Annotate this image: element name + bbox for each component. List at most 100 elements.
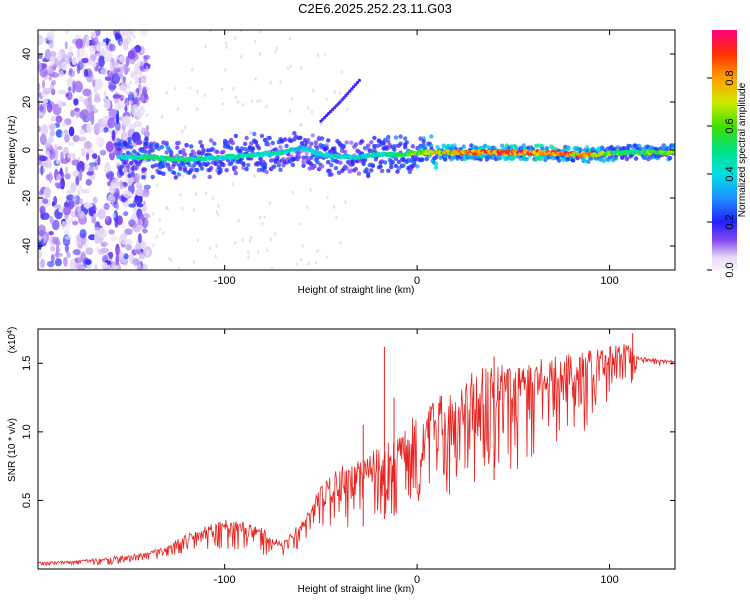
spectrum-halo <box>349 140 354 145</box>
spectrum-speckle <box>136 60 145 67</box>
spectrum-speckle <box>114 101 120 112</box>
spectrum-speckle <box>91 215 96 224</box>
spectrum-speckle <box>104 76 112 81</box>
spectrum-speckle <box>261 221 264 226</box>
spectrum-halo <box>262 165 268 170</box>
spectrum-halo <box>359 139 365 144</box>
spectrum-halo <box>312 164 317 169</box>
spectrum-speckle <box>138 121 143 128</box>
spectrum-speckle <box>307 261 310 266</box>
spectrum-speckle <box>77 48 86 57</box>
spectrum-speckle <box>86 171 94 176</box>
spectrum-halo <box>540 146 545 152</box>
spectrum-halo <box>182 152 188 157</box>
spectrum-halo <box>556 158 562 163</box>
spectrum-streak <box>330 108 334 112</box>
spectrum-speckle <box>56 173 62 181</box>
spectrum-halo <box>309 155 314 160</box>
spectrum-speckle <box>97 248 106 256</box>
spectrum-speckle <box>108 229 115 235</box>
spectrum-speckle <box>46 103 53 113</box>
spectrum-speckle <box>54 148 59 161</box>
colorbar-label: Normalized spectral amplitude <box>737 82 748 217</box>
spectrum-speckle <box>68 57 73 65</box>
snr-frame <box>37 328 676 570</box>
spectrum-speckle <box>140 45 146 54</box>
spectrum-speckle <box>113 67 118 74</box>
spectrum-speckle <box>76 185 83 192</box>
spectrum-halo <box>209 165 214 171</box>
spectrum-speckle <box>155 183 159 188</box>
spectrum-speckle <box>249 235 252 240</box>
spectrum-speckle <box>85 178 93 186</box>
colorbar: 0.0 0.2 0.4 0.6 0.8 Normalized spectral ampl… <box>707 30 748 278</box>
spectrum-speckle <box>58 70 64 77</box>
spectrum-speckle <box>77 264 86 270</box>
spectrum-speckle <box>62 220 71 225</box>
spectrum-speckle <box>84 259 92 265</box>
snr-y-multiplier: (x104) <box>7 327 19 354</box>
spectrum-speckle <box>125 244 132 251</box>
spectrum-speckle <box>122 63 128 72</box>
spectrum-halo <box>149 144 154 149</box>
spectrum-speckle <box>51 30 55 35</box>
spectrum-speckle <box>128 203 137 208</box>
spectrum-speckle <box>50 115 56 122</box>
spectrum-speckle <box>95 80 104 88</box>
spectrum-speckle <box>286 66 290 71</box>
spectrum-speckle <box>132 224 142 233</box>
spectrum-speckle <box>72 220 79 226</box>
spectrum-halo <box>212 141 217 146</box>
spectrum-halo <box>128 161 134 166</box>
spectrum-halo <box>199 166 205 171</box>
spectrum-halo <box>196 151 202 156</box>
spectrum-speckle <box>299 258 303 262</box>
spectrum-halo <box>389 164 394 170</box>
spectrum-speckle <box>48 76 52 81</box>
spectrum-halo <box>332 146 337 151</box>
spectrum-speckle <box>68 199 75 210</box>
spectrum-halo <box>379 168 385 174</box>
spectrum-speckle <box>78 96 85 102</box>
spectrum-speckle <box>48 38 54 49</box>
spectrum-halo <box>233 171 238 176</box>
spectrum-speckle <box>138 82 142 92</box>
spectrogram-y-axis: -40 -20 0 20 40 <box>21 48 675 254</box>
spectrum-speckle <box>291 190 294 195</box>
spectrum-ridge <box>671 150 675 154</box>
spectrum-speckle <box>138 251 146 260</box>
spectrum-speckle <box>53 195 58 206</box>
spectrogram-panel: -100 0 100 -40 -20 0 20 40 Height of straight … <box>7 29 676 296</box>
spectrum-speckle <box>312 88 315 93</box>
spectrum-speckle <box>307 106 310 110</box>
spectrum-streak <box>357 78 361 82</box>
spectrum-speckle <box>325 97 328 102</box>
spectrum-speckle <box>120 125 123 130</box>
spectrum-speckle <box>299 123 303 127</box>
spectrum-halo <box>210 146 215 152</box>
spectrum-speckle <box>127 176 133 186</box>
spectrum-halo <box>132 149 137 154</box>
spectrum-speckle <box>189 86 192 90</box>
spectrum-speckle <box>254 77 257 81</box>
spectrum-halo <box>290 162 295 167</box>
spectrum-speckle <box>50 245 56 252</box>
spectrum-speckle <box>115 254 120 266</box>
spectrum-halo <box>272 164 277 169</box>
spectrum-speckle <box>98 227 106 238</box>
spectrum-speckle <box>339 91 342 96</box>
spectrum-speckle <box>71 159 80 166</box>
spectrum-speckle <box>102 115 110 125</box>
spectrum-speckle <box>55 129 63 138</box>
spectrum-halo <box>252 131 257 137</box>
spectrum-speckle <box>68 45 73 57</box>
x-tick-label: 0 <box>414 574 420 586</box>
spectrum-speckle <box>310 110 314 114</box>
spectrum-speckle <box>56 159 60 164</box>
spectrum-speckle <box>123 253 129 260</box>
spectrum-halo <box>333 165 339 171</box>
spectrum-speckle <box>81 148 85 156</box>
spectrum-speckle <box>215 210 218 214</box>
spectrum-speckle <box>316 249 319 253</box>
spectrum-speckle <box>68 142 75 147</box>
